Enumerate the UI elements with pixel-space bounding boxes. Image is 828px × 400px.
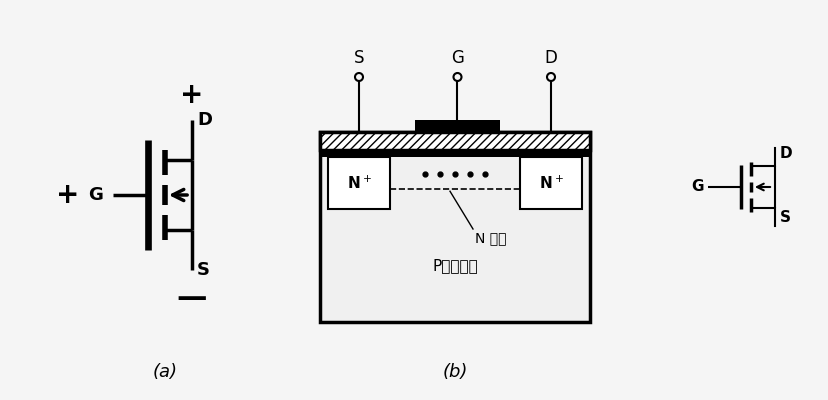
Text: P型确衷底: P型确衷底	[431, 258, 477, 273]
Text: +: +	[56, 181, 79, 209]
Text: D: D	[197, 111, 212, 129]
Text: +: +	[181, 81, 204, 109]
Bar	[415, 120, 499, 132]
Text: G: G	[691, 180, 703, 194]
Bar	[320, 132, 590, 322]
Bar	[320, 150, 590, 157]
Text: S: S	[779, 210, 790, 226]
Text: D: D	[544, 49, 556, 67]
Bar	[519, 157, 581, 209]
Text: G: G	[88, 186, 103, 204]
Text: —: —	[176, 284, 207, 312]
Bar	[328, 157, 389, 209]
Text: (b): (b)	[442, 363, 467, 381]
Text: (a): (a)	[152, 363, 177, 381]
Text: N$^+$: N$^+$	[346, 174, 371, 192]
Bar	[320, 132, 590, 150]
Text: S: S	[197, 261, 209, 279]
Text: D: D	[779, 146, 792, 162]
Text: N 沟道: N 沟道	[474, 231, 506, 245]
Text: G: G	[450, 49, 464, 67]
Text: N$^+$: N$^+$	[538, 174, 563, 192]
Text: S: S	[354, 49, 363, 67]
